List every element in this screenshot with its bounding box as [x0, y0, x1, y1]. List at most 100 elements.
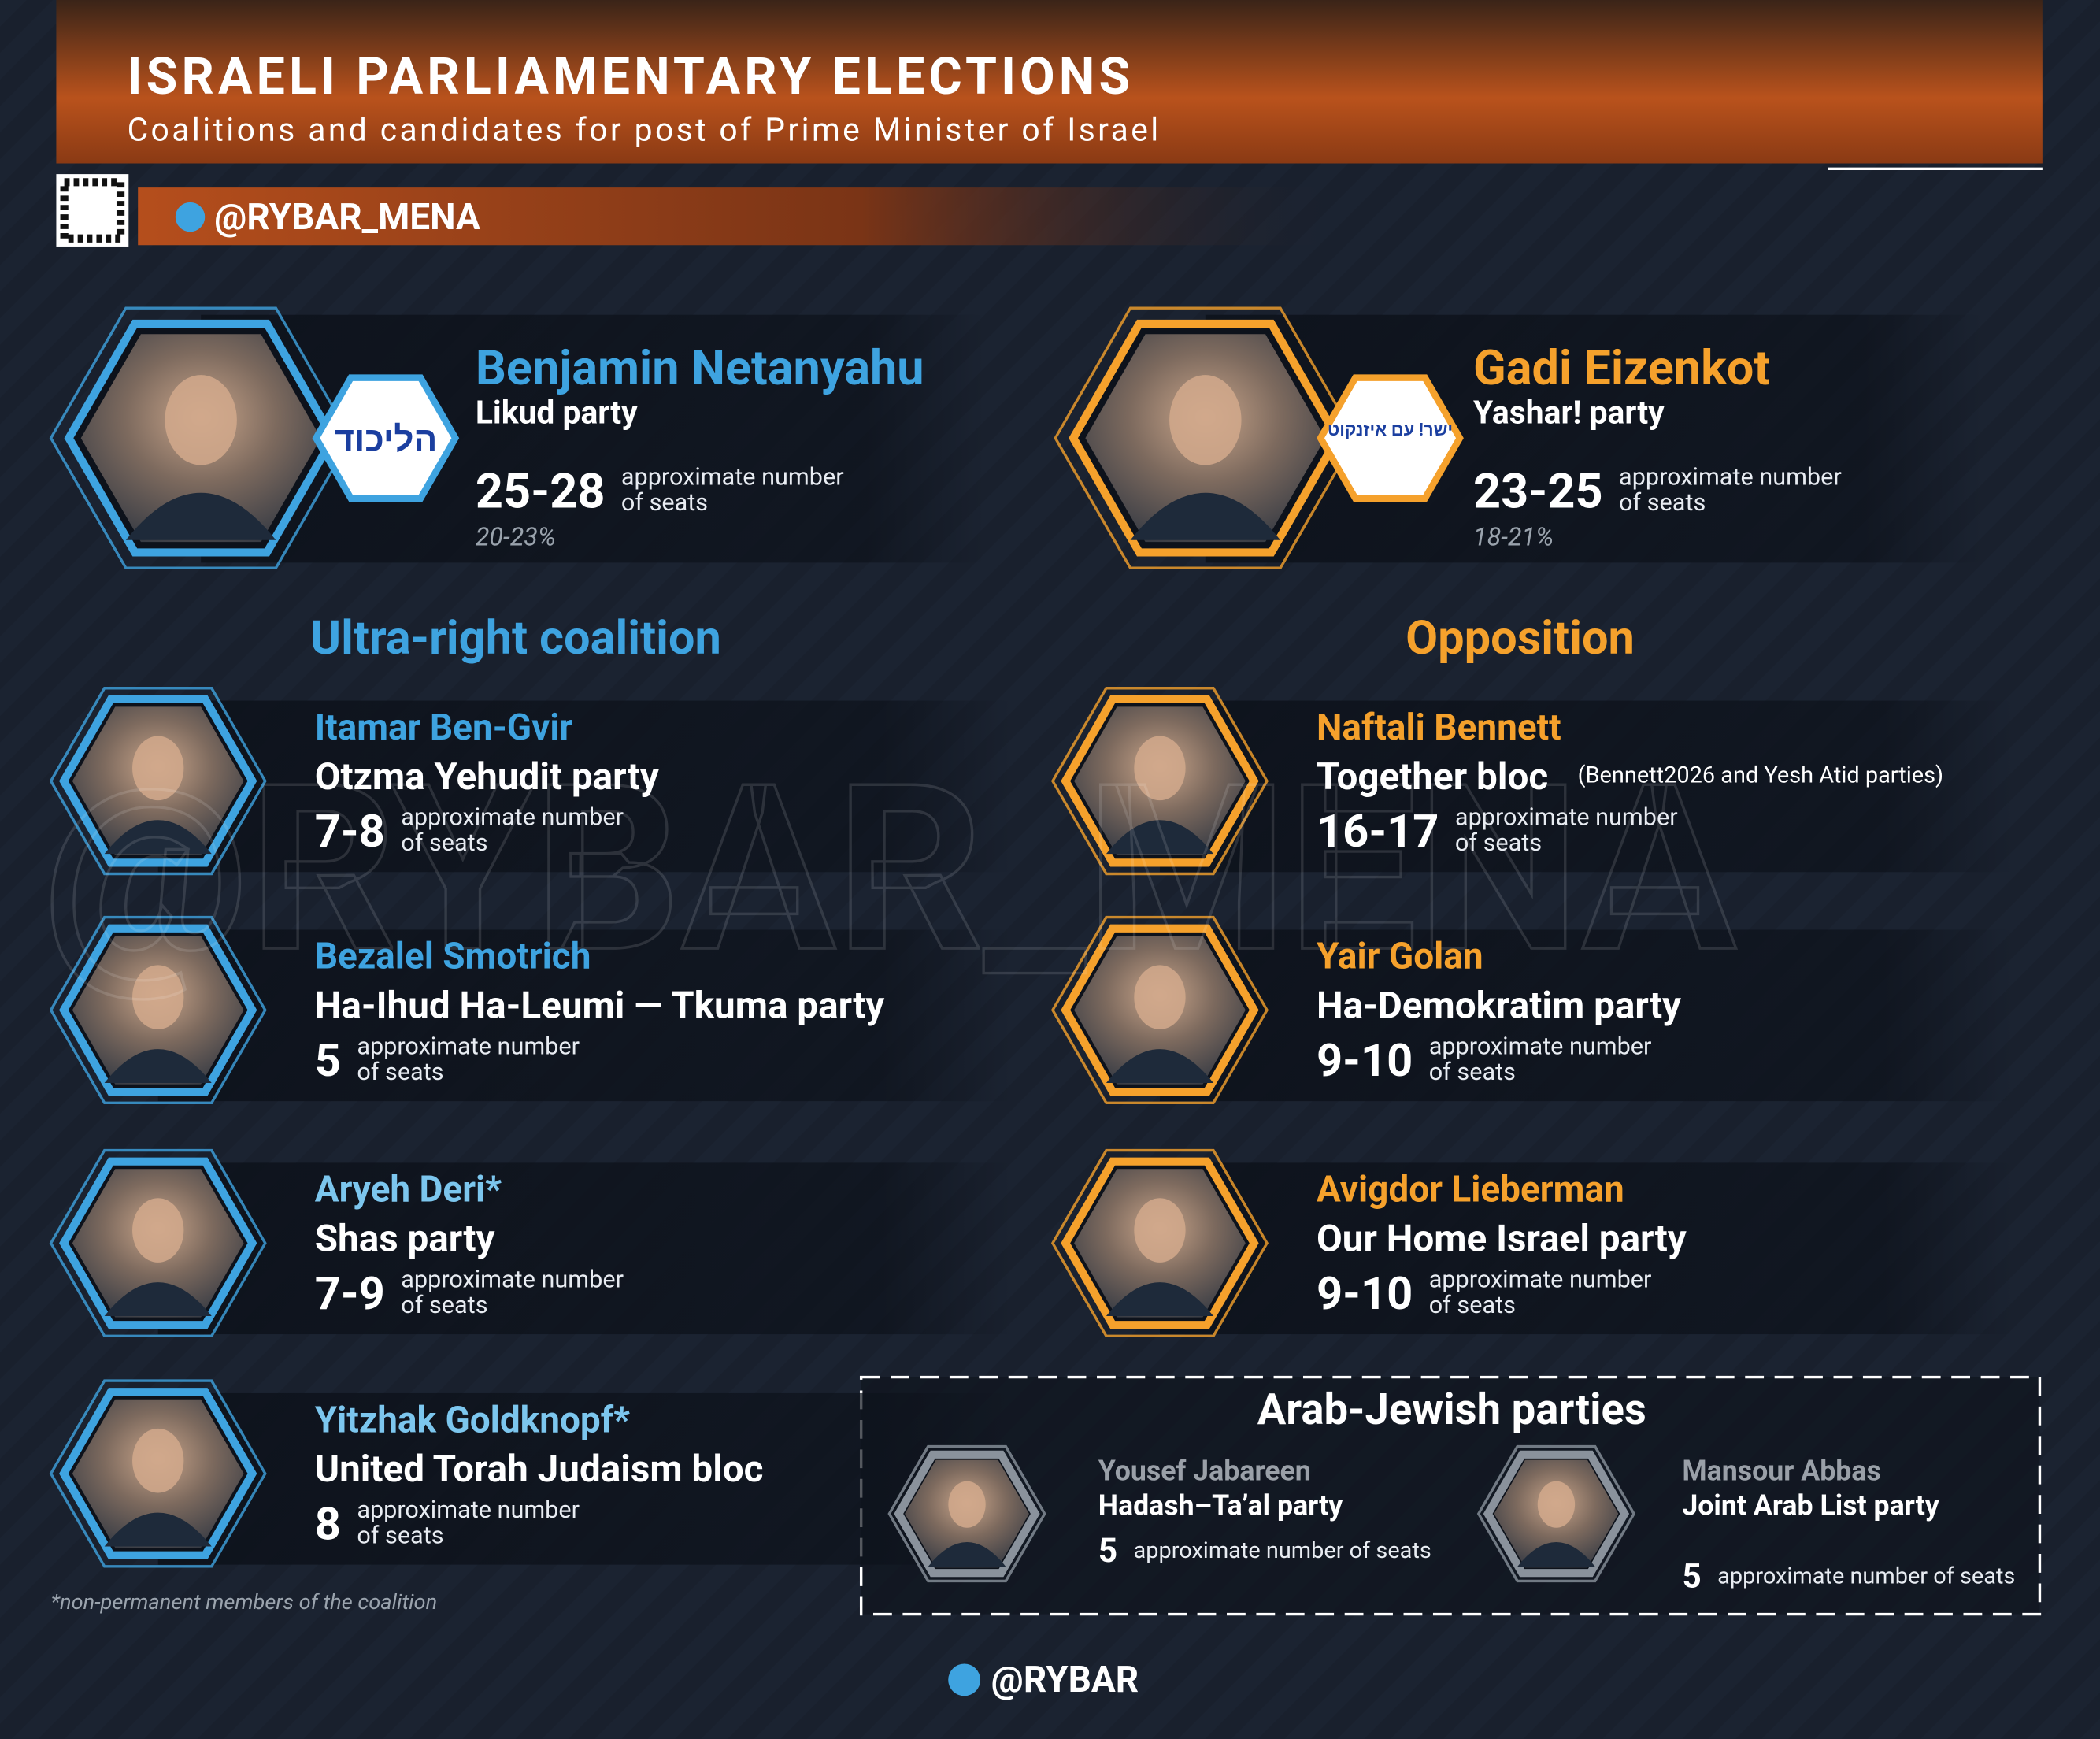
party-logo-text: הליכוד: [334, 421, 438, 462]
seats: 7-8: [314, 805, 385, 859]
seats: 9-10: [1316, 1267, 1413, 1322]
hex-frame-outer: [49, 915, 267, 1105]
seats-note: approximate number of seats: [1428, 1033, 1652, 1087]
portrait-head: [132, 965, 184, 1029]
seats-row: 9-10 approximate number of seats: [1317, 1034, 1676, 1088]
footnote: *non-permanent members of the coalition: [50, 1589, 438, 1615]
party-name: Joint Arab List party: [1682, 1491, 1939, 1523]
card-band: [157, 929, 1012, 1102]
portrait-head: [948, 1481, 986, 1528]
subtitle: Coalitions and candidates for post of Pr…: [127, 111, 1161, 149]
portrait-head: [1134, 736, 1186, 801]
hex-frame-outer: [49, 306, 353, 569]
candidate-name: Yitzhak Goldknopf*: [314, 1398, 631, 1442]
party-name: Shas party: [314, 1216, 495, 1261]
hex-frame-outer: [49, 687, 267, 876]
seats-row: 7-8 approximate number of seats: [315, 805, 649, 858]
seats-note: approximate number of seats: [401, 1266, 624, 1320]
seats-note: approximate number of seats: [357, 1496, 580, 1550]
seats-row: 9-10 approximate number of seats: [1317, 1267, 1676, 1321]
seats-note: approximate number of seats: [1133, 1537, 1431, 1564]
portrait-suit: [1130, 492, 1281, 540]
card-band: [157, 1392, 1012, 1565]
seats-row: 16-17 approximate number of seats: [1317, 805, 1703, 858]
candidate-name: Itamar Ben-Gvir: [314, 706, 573, 749]
portrait-head: [1537, 1481, 1576, 1528]
hex-frame-outer: [1050, 1148, 1269, 1337]
candidate-name: Naftali Bennett: [1316, 706, 1561, 749]
party-note: (Bennett2026 and Yesh Atid parties): [1577, 762, 1944, 789]
hex-frame-outer: [1050, 915, 1269, 1105]
seats: 16-17: [1316, 805, 1439, 859]
candidate-name: Mansour Abbas: [1682, 1455, 1881, 1489]
portrait-suit: [1106, 820, 1214, 855]
hex-frame-outer: [887, 1444, 1046, 1583]
party-logo-text: ישר! עם איזנקוט: [1327, 421, 1454, 441]
seats-row: 5 approximate number of seats: [1098, 1533, 1431, 1571]
card-band: [157, 700, 1012, 873]
footer-handle: @RYBAR: [991, 1658, 1139, 1702]
seats-row: 23-25 approximate number of seats: [1473, 464, 1867, 520]
party-name: Together bloc: [1316, 754, 1549, 799]
telegram-icon: [948, 1663, 981, 1696]
portrait-head: [1169, 375, 1242, 465]
card-band: [1159, 929, 2013, 1102]
portrait-head: [1134, 965, 1186, 1029]
portrait-suit: [104, 1282, 212, 1316]
seats: 5: [1098, 1532, 1118, 1572]
party-name: Otzma Yehudit party: [314, 754, 659, 799]
hex-frame-outer: [49, 1148, 267, 1337]
section-title: Arab-Jewish parties: [1257, 1384, 1646, 1435]
seats: 7-9: [314, 1267, 385, 1322]
section-title: Ultra-right coalition: [309, 610, 721, 666]
seats-row: 5 approximate number of seats: [1682, 1558, 2015, 1596]
vote-share: 18-21%: [1472, 521, 1554, 552]
seats-note: approximate number of seats: [1428, 1266, 1652, 1320]
candidate-name: Yousef Jabareen: [1098, 1455, 1311, 1489]
card-band: [1159, 700, 2013, 873]
portrait-suit: [1106, 1049, 1214, 1083]
party-name: Ha-Ihud Ha-Leumi — Tkuma party: [314, 983, 885, 1028]
seats-row: 7-9 approximate number of seats: [315, 1267, 649, 1321]
portrait-head: [165, 375, 237, 465]
candidate-name: Avigdor Lieberman: [1316, 1168, 1624, 1211]
party-name: United Torah Judaism bloc: [314, 1446, 764, 1492]
seats-row: 8 approximate number of seats: [315, 1498, 605, 1552]
portrait-suit: [104, 1512, 212, 1547]
seats-note: approximate number of seats: [1454, 803, 1678, 858]
candidate-name: Benjamin Netanyahu: [475, 340, 924, 397]
candidate-name: Aryeh Deri*: [314, 1168, 502, 1211]
party-name: Yashar! party: [1472, 394, 1665, 432]
candidate-name: Yair Golan: [1316, 935, 1483, 978]
title: ISRAELI PARLIAMENTARY ELECTIONS: [127, 48, 1135, 108]
seats-note: approximate number of seats: [1619, 463, 1842, 517]
candidate-name: Bezalel Smotrich: [314, 935, 591, 978]
section-title: Opposition: [1406, 610, 1635, 666]
portrait-suit: [1517, 1542, 1595, 1567]
portrait-head: [1134, 1198, 1186, 1263]
portrait-suit: [1106, 1282, 1214, 1316]
portrait-head: [132, 1198, 184, 1263]
hex-frame-outer: [49, 1379, 267, 1568]
portrait-head: [132, 736, 184, 801]
seats: 25-28: [475, 463, 606, 520]
party-logo: [1317, 374, 1464, 502]
party-name: Ha-Demokratim party: [1316, 983, 1682, 1028]
arab-jewish-box: [859, 1375, 2042, 1616]
candidate-name: Gadi Eizenkot: [1472, 340, 1771, 397]
seats-note: approximate number of seats: [357, 1033, 580, 1087]
seats-note: approximate number of seats: [1717, 1563, 2016, 1590]
card-band: [157, 1162, 1012, 1335]
seats: 23-25: [1472, 463, 1603, 520]
vote-share: 20-23%: [475, 521, 556, 552]
party-name: Likud party: [475, 394, 638, 432]
portrait-suit: [104, 1049, 212, 1083]
watermark: @RYBAR_MENA: [42, 732, 1738, 1006]
hex-frame-outer: [1050, 687, 1269, 876]
portrait-suit: [928, 1542, 1006, 1567]
seats-note: approximate number of seats: [401, 803, 624, 858]
hex-frame-outer: [1476, 1444, 1636, 1583]
